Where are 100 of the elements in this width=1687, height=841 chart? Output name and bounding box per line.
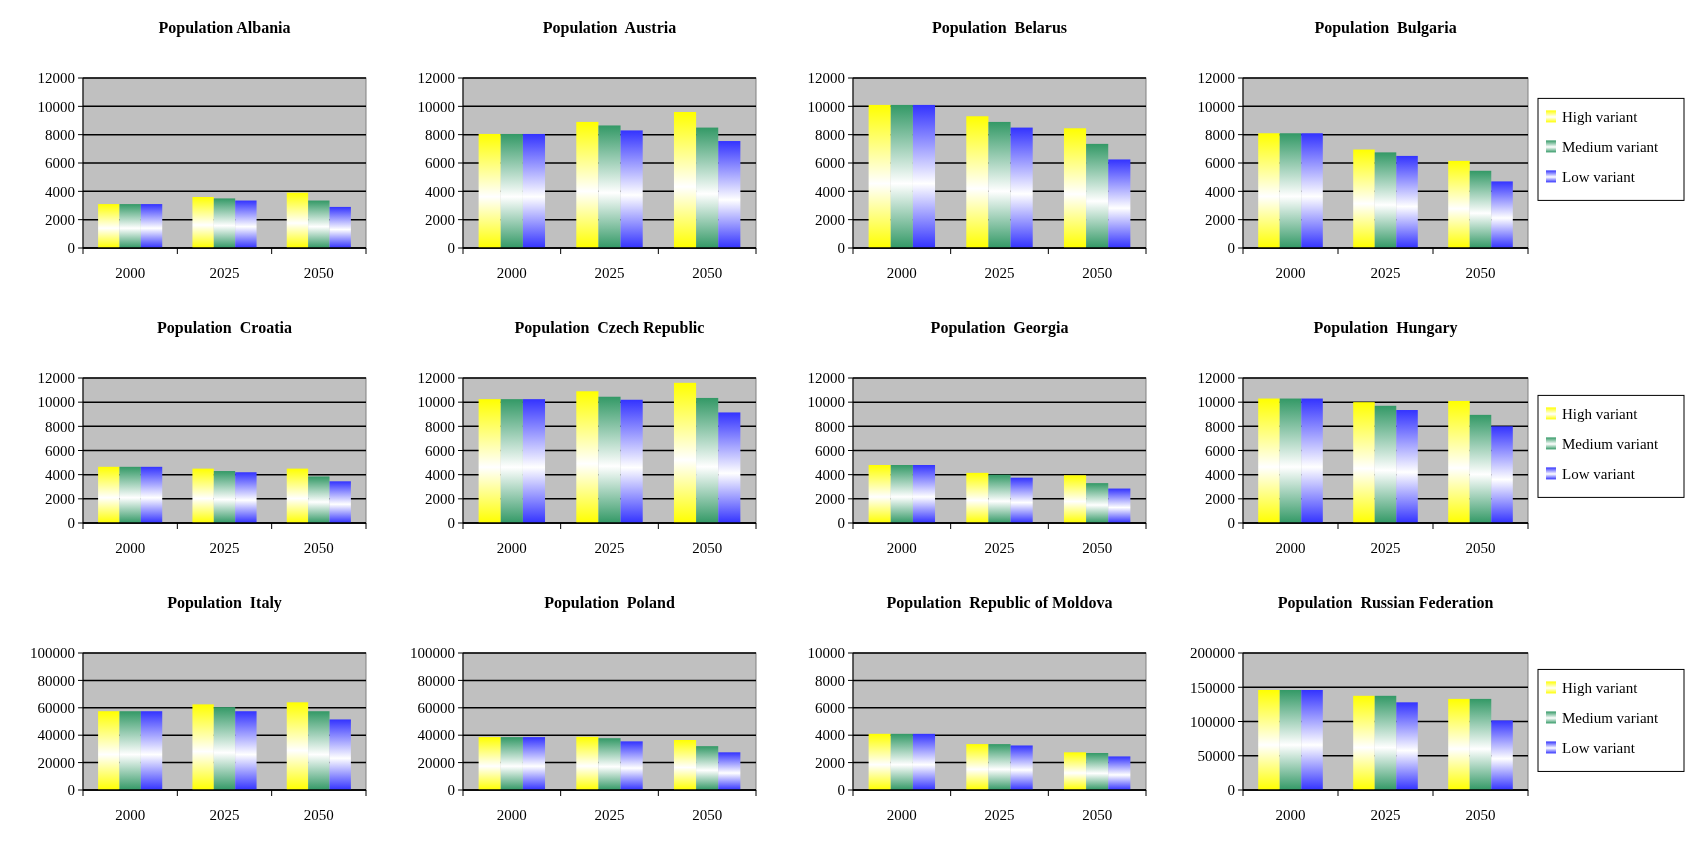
x-tick-label: 2050	[692, 540, 723, 556]
x-tick-label: 2050	[1465, 807, 1496, 823]
bar	[1063, 475, 1087, 523]
bar	[1396, 155, 1418, 248]
y-tick-label: 12000	[1197, 370, 1235, 387]
y-tick-label: 4000	[815, 727, 845, 744]
bar	[696, 746, 719, 790]
chart-title: Population Poland	[544, 594, 675, 612]
y-tick-label: 2000	[425, 211, 455, 228]
x-tick-label: 2000	[1275, 807, 1306, 823]
x-tick-label: 2000	[115, 265, 146, 281]
chart-title: Population Albania	[158, 19, 291, 37]
y-tick-label: 60000	[37, 700, 75, 717]
y-tick-label: 0	[447, 515, 455, 532]
bar	[673, 382, 697, 523]
x-tick-label: 2025	[594, 540, 625, 556]
y-tick-label: 8000	[425, 418, 455, 435]
y-tick-label: 10000	[807, 394, 845, 411]
bar	[192, 704, 214, 790]
y-tick-label: 10000	[807, 98, 845, 115]
bar	[576, 391, 599, 523]
bar	[868, 104, 891, 248]
x-tick-label: 2025	[209, 540, 240, 556]
bar	[1301, 398, 1323, 523]
bar	[286, 468, 309, 523]
bar	[1374, 405, 1397, 523]
bar	[890, 465, 913, 523]
y-tick-label: 6000	[815, 155, 845, 172]
y-tick-label: 6000	[815, 442, 845, 459]
chart-title: Population Belarus	[931, 19, 1068, 37]
bar	[1396, 410, 1418, 523]
bar	[478, 133, 501, 248]
y-tick-label: 10000	[417, 394, 455, 411]
bar	[696, 127, 719, 248]
bar	[988, 121, 1011, 248]
bar	[718, 412, 741, 523]
bar	[988, 744, 1011, 790]
bar	[1108, 488, 1131, 523]
x-tick-label: 2050	[1082, 540, 1113, 556]
x-tick-label: 2000	[115, 540, 146, 556]
bar	[1353, 149, 1375, 248]
y-tick-label: 8000	[45, 418, 75, 435]
x-tick-label: 2025	[984, 807, 1015, 823]
bar	[522, 399, 546, 523]
bar	[1010, 477, 1033, 523]
legend-label: Low variant	[1562, 739, 1636, 756]
bar	[1491, 181, 1513, 248]
bar	[1396, 702, 1418, 790]
bar	[598, 125, 621, 248]
x-tick-label: 2050	[1465, 265, 1496, 281]
y-tick-label: 100000	[1190, 713, 1235, 730]
bar	[308, 200, 330, 248]
legend-label: High variant	[1562, 405, 1639, 422]
bar	[1469, 414, 1492, 523]
y-tick-label: 0	[447, 782, 455, 799]
bar	[213, 471, 236, 523]
bar	[235, 711, 257, 790]
bar	[1279, 398, 1302, 523]
bar	[890, 733, 913, 790]
bar	[1086, 483, 1109, 523]
x-tick-label: 2000	[496, 265, 527, 281]
bar	[576, 121, 599, 248]
bar	[718, 141, 741, 248]
bar	[673, 740, 697, 790]
bar	[1374, 152, 1397, 248]
y-tick-label: 6000	[425, 155, 455, 172]
legend-label: High variant	[1562, 679, 1639, 696]
bar	[119, 711, 141, 790]
bar	[213, 707, 236, 790]
legend-label: Low variant	[1562, 168, 1636, 185]
y-tick-label: 100000	[410, 645, 455, 662]
bar	[576, 736, 599, 790]
legend-label: Medium variant	[1562, 138, 1660, 155]
bar	[1353, 402, 1375, 523]
x-tick-label: 2025	[209, 807, 240, 823]
y-tick-label: 4000	[1205, 466, 1235, 483]
y-tick-label: 50000	[1197, 748, 1235, 764]
x-tick-label: 2025	[594, 265, 625, 281]
x-tick-label: 2050	[1082, 807, 1113, 823]
x-tick-label: 2000	[886, 807, 917, 823]
y-tick-label: 10000	[1197, 394, 1235, 411]
bar	[1448, 698, 1470, 790]
x-tick-label: 2000	[886, 540, 917, 556]
bar	[620, 399, 643, 523]
y-tick-label: 0	[837, 515, 845, 532]
bar	[213, 198, 236, 248]
bar	[890, 104, 913, 248]
x-tick-label: 2025	[594, 807, 625, 823]
y-tick-label: 4000	[45, 183, 75, 200]
bar	[500, 737, 523, 790]
x-tick-label: 2050	[303, 807, 334, 823]
y-tick-label: 0	[67, 782, 75, 799]
y-tick-label: 2000	[815, 211, 845, 228]
legend-label: Low variant	[1562, 465, 1636, 482]
bar	[1010, 745, 1033, 790]
y-tick-label: 20000	[417, 754, 455, 771]
y-tick-label: 0	[67, 515, 75, 532]
y-tick-label: 2000	[425, 491, 455, 508]
y-tick-label: 12000	[37, 70, 75, 87]
x-tick-label: 2050	[692, 807, 723, 823]
